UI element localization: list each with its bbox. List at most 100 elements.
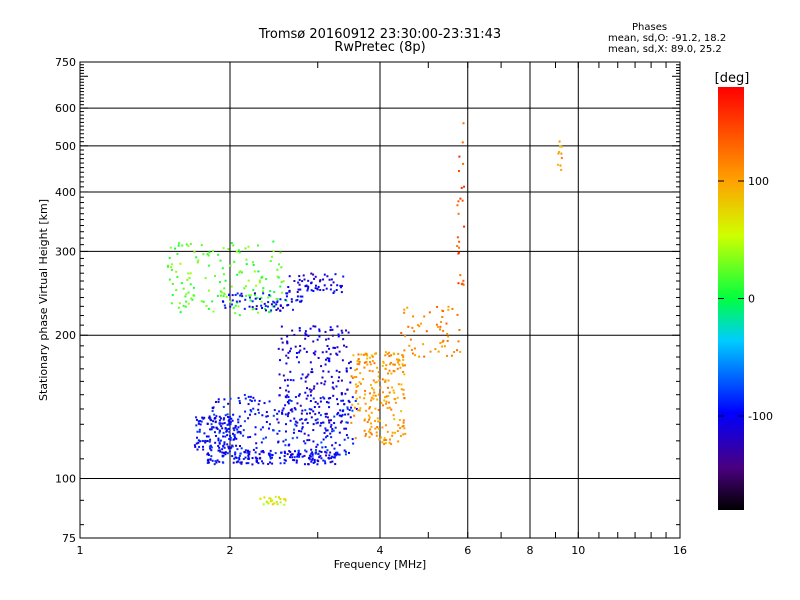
data-point <box>210 423 213 426</box>
data-point <box>269 295 272 298</box>
data-point <box>314 413 317 416</box>
data-point <box>267 301 270 304</box>
data-point <box>322 278 325 281</box>
chart-title: Tromsø 20160912 23:30:00-23:31:43 <box>258 27 502 42</box>
data-point <box>269 497 272 500</box>
data-point <box>297 288 300 291</box>
data-point <box>214 434 217 437</box>
data-point <box>234 312 237 315</box>
data-point <box>207 254 210 257</box>
data-point <box>560 152 563 155</box>
data-point <box>346 407 349 410</box>
data-point <box>343 427 346 430</box>
data-point <box>303 432 306 435</box>
data-point <box>228 294 231 297</box>
data-point <box>336 284 339 287</box>
data-point <box>314 400 317 403</box>
data-point <box>257 270 260 273</box>
data-point <box>233 457 236 460</box>
data-point <box>364 402 367 405</box>
data-point <box>295 424 298 427</box>
data-point <box>281 412 284 415</box>
data-point <box>381 404 384 407</box>
data-point <box>279 309 282 312</box>
data-point <box>262 462 265 465</box>
data-point <box>457 282 460 285</box>
x-mode-stats: mean, sd,X: 89.0, 25.2 <box>608 44 722 55</box>
y-tick-label: 400 <box>55 186 76 199</box>
data-point <box>247 456 250 459</box>
data-point <box>298 329 301 332</box>
data-point <box>253 293 256 296</box>
data-point <box>304 409 307 412</box>
data-point <box>324 415 327 418</box>
data-point <box>345 329 348 332</box>
data-point <box>279 285 282 288</box>
data-point <box>227 445 230 448</box>
data-point <box>287 402 290 405</box>
data-point <box>301 426 304 429</box>
data-points <box>166 122 563 506</box>
data-point <box>331 381 334 384</box>
data-point <box>280 451 283 454</box>
data-point <box>227 427 230 430</box>
data-point <box>459 274 462 277</box>
data-point <box>224 427 227 430</box>
data-point <box>234 436 237 439</box>
data-point <box>328 278 331 281</box>
data-point <box>393 363 396 366</box>
data-point <box>360 353 363 356</box>
data-point <box>393 431 396 434</box>
data-point <box>462 283 465 286</box>
data-point <box>304 449 307 452</box>
data-point <box>278 430 281 433</box>
data-point <box>245 294 248 297</box>
data-point <box>216 459 219 462</box>
data-point <box>265 411 268 414</box>
data-point <box>318 330 321 333</box>
data-point <box>253 270 256 273</box>
data-point <box>312 397 315 400</box>
data-point <box>377 427 380 430</box>
data-point <box>247 395 250 398</box>
data-point <box>237 426 240 429</box>
data-point <box>439 328 442 331</box>
data-point <box>238 454 241 457</box>
data-point <box>206 253 209 256</box>
data-point <box>224 414 227 417</box>
data-point <box>197 422 200 425</box>
data-point <box>390 442 393 445</box>
data-point <box>370 411 373 414</box>
data-point <box>315 445 318 448</box>
data-point <box>264 307 267 310</box>
data-point <box>273 301 276 304</box>
data-point <box>233 260 236 263</box>
data-point <box>243 287 246 290</box>
data-point <box>284 459 287 462</box>
data-point <box>311 453 314 456</box>
data-point <box>254 297 257 300</box>
data-point <box>357 384 360 387</box>
data-point <box>334 426 337 429</box>
data-point <box>283 455 286 458</box>
data-point <box>282 280 285 283</box>
data-point <box>388 363 391 366</box>
data-point <box>223 422 226 425</box>
data-point <box>447 305 450 308</box>
data-point <box>287 356 290 359</box>
data-point <box>247 452 250 455</box>
data-point <box>309 455 312 458</box>
data-point <box>293 280 296 283</box>
data-point <box>394 398 397 401</box>
data-point <box>328 347 331 350</box>
data-point <box>238 458 241 461</box>
data-point <box>376 398 379 401</box>
data-point <box>376 426 379 429</box>
data-point <box>219 439 222 442</box>
data-point <box>373 391 376 394</box>
data-point <box>402 354 405 357</box>
data-point <box>304 337 307 340</box>
data-point <box>370 354 373 357</box>
data-point <box>296 291 299 294</box>
data-point <box>355 385 358 388</box>
